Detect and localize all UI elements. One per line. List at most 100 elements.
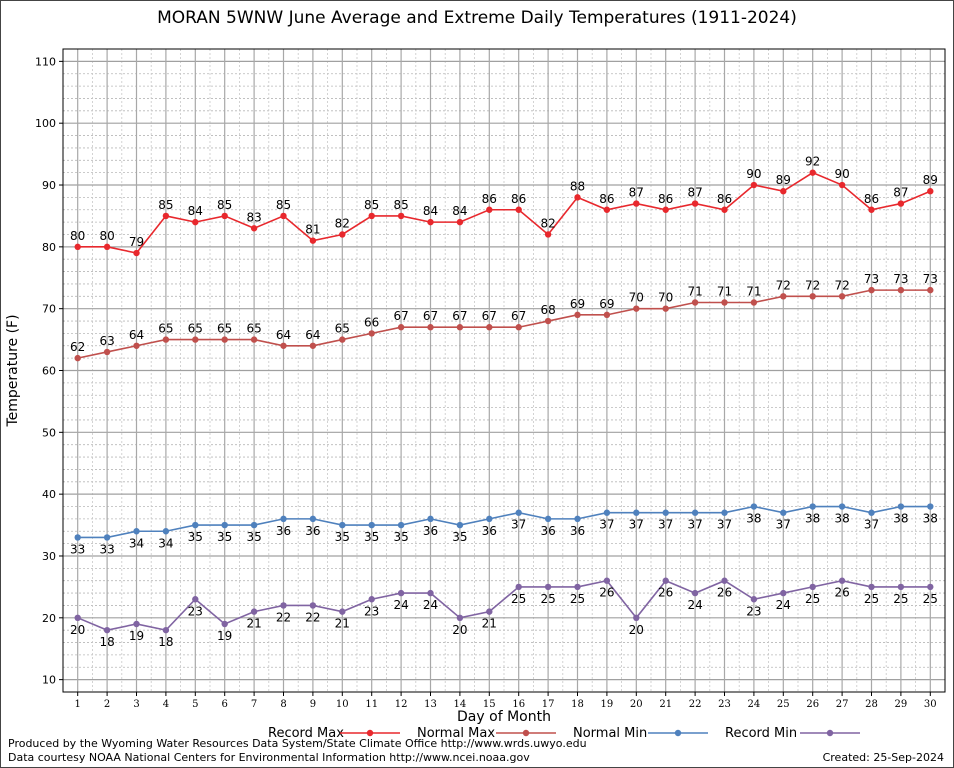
data-point <box>868 583 875 591</box>
data-label: 65 <box>335 322 350 336</box>
data-label: 70 <box>658 291 673 305</box>
data-point <box>927 583 934 591</box>
data-point <box>427 589 434 597</box>
series-line <box>77 289 931 359</box>
data-label: 69 <box>570 297 585 311</box>
x-tick-label: 25 <box>777 699 790 710</box>
data-label: 24 <box>393 598 408 612</box>
data-label: 65 <box>217 322 232 336</box>
data-point <box>456 614 464 622</box>
x-tick-label: 1 <box>75 699 81 710</box>
data-point <box>486 608 493 615</box>
data-point <box>427 324 434 331</box>
data-label: 86 <box>511 192 526 206</box>
x-tick-label: 5 <box>192 699 198 710</box>
data-point <box>221 620 228 628</box>
data-point <box>103 348 111 356</box>
data-label: 68 <box>540 303 555 317</box>
data-point <box>897 583 905 591</box>
data-label: 20 <box>629 623 644 637</box>
data-point <box>397 521 405 529</box>
data-point <box>780 293 787 300</box>
data-label: 26 <box>834 586 849 600</box>
data-label: 36 <box>482 524 497 538</box>
data-point <box>603 206 611 213</box>
data-label: 86 <box>599 192 614 206</box>
data-label: 23 <box>364 604 379 618</box>
data-point <box>162 626 170 634</box>
data-point <box>662 509 669 516</box>
data-point <box>691 589 699 597</box>
footer-produced-by: Produced by the Wyoming Water Resources … <box>8 737 587 750</box>
y-tick-label: 60 <box>42 365 56 378</box>
data-point <box>574 194 581 201</box>
data-label: 79 <box>129 235 144 249</box>
data-point <box>838 293 846 300</box>
data-label: 36 <box>305 524 320 538</box>
data-point <box>721 206 728 213</box>
series-line <box>77 505 931 539</box>
series-line <box>77 171 931 254</box>
data-point <box>691 509 699 516</box>
data-label: 34 <box>129 536 144 550</box>
data-label: 67 <box>482 309 497 323</box>
data-point <box>633 200 640 207</box>
data-point <box>397 589 405 597</box>
data-point <box>103 243 111 251</box>
x-tick-label: 17 <box>542 699 555 710</box>
series-record-max: 80 80 79 85 84 85 83 85 81 82 85 85 84 84 86 86 82 88 86 87… <box>70 155 938 257</box>
data-point <box>809 503 816 510</box>
data-point <box>74 243 81 251</box>
data-point <box>74 534 81 541</box>
data-point <box>280 602 287 609</box>
data-point <box>74 614 81 622</box>
data-label: 84 <box>423 204 438 218</box>
data-point <box>162 528 170 535</box>
data-point <box>544 231 552 238</box>
data-label: 24 <box>423 598 438 612</box>
data-label: 35 <box>364 530 379 544</box>
data-label: 70 <box>629 291 644 305</box>
data-point <box>221 336 228 343</box>
data-point <box>162 212 170 220</box>
data-point <box>691 200 699 207</box>
data-label: 24 <box>776 598 791 612</box>
data-point <box>927 286 934 294</box>
data-label: 87 <box>893 186 908 200</box>
data-label: 67 <box>423 309 438 323</box>
data-point <box>838 577 846 584</box>
footer-data-courtesy: Data courtesy NOAA National Centers for … <box>8 751 530 764</box>
data-label: 25 <box>511 592 526 606</box>
data-point <box>309 237 317 244</box>
data-point <box>927 188 934 195</box>
data-point <box>809 293 816 300</box>
data-point <box>486 515 493 523</box>
data-label: 62 <box>70 340 85 354</box>
data-label: 84 <box>188 204 203 218</box>
x-tick-label: 18 <box>571 699 584 710</box>
legend-label: Normal Max <box>417 726 495 741</box>
x-tick-label: 10 <box>336 699 349 710</box>
data-label: 67 <box>511 309 526 323</box>
data-point <box>603 577 611 584</box>
data-label: 35 <box>452 530 467 544</box>
data-label: 90 <box>834 167 849 181</box>
y-tick-label: 70 <box>42 303 56 316</box>
data-point <box>574 311 581 319</box>
data-point <box>280 212 287 220</box>
x-tick-label: 23 <box>718 699 731 710</box>
data-point <box>721 299 728 306</box>
data-label: 72 <box>834 278 849 292</box>
data-point <box>486 206 493 213</box>
data-point <box>221 212 228 220</box>
data-label: 71 <box>717 284 732 298</box>
data-label: 85 <box>276 198 291 212</box>
data-label: 87 <box>629 186 644 200</box>
data-label: 72 <box>805 278 820 292</box>
data-label: 36 <box>540 524 555 538</box>
data-point <box>574 515 581 523</box>
data-label: 83 <box>246 210 261 224</box>
data-label: 18 <box>158 635 173 649</box>
legend-marker <box>366 729 374 737</box>
data-label: 18 <box>99 635 114 649</box>
